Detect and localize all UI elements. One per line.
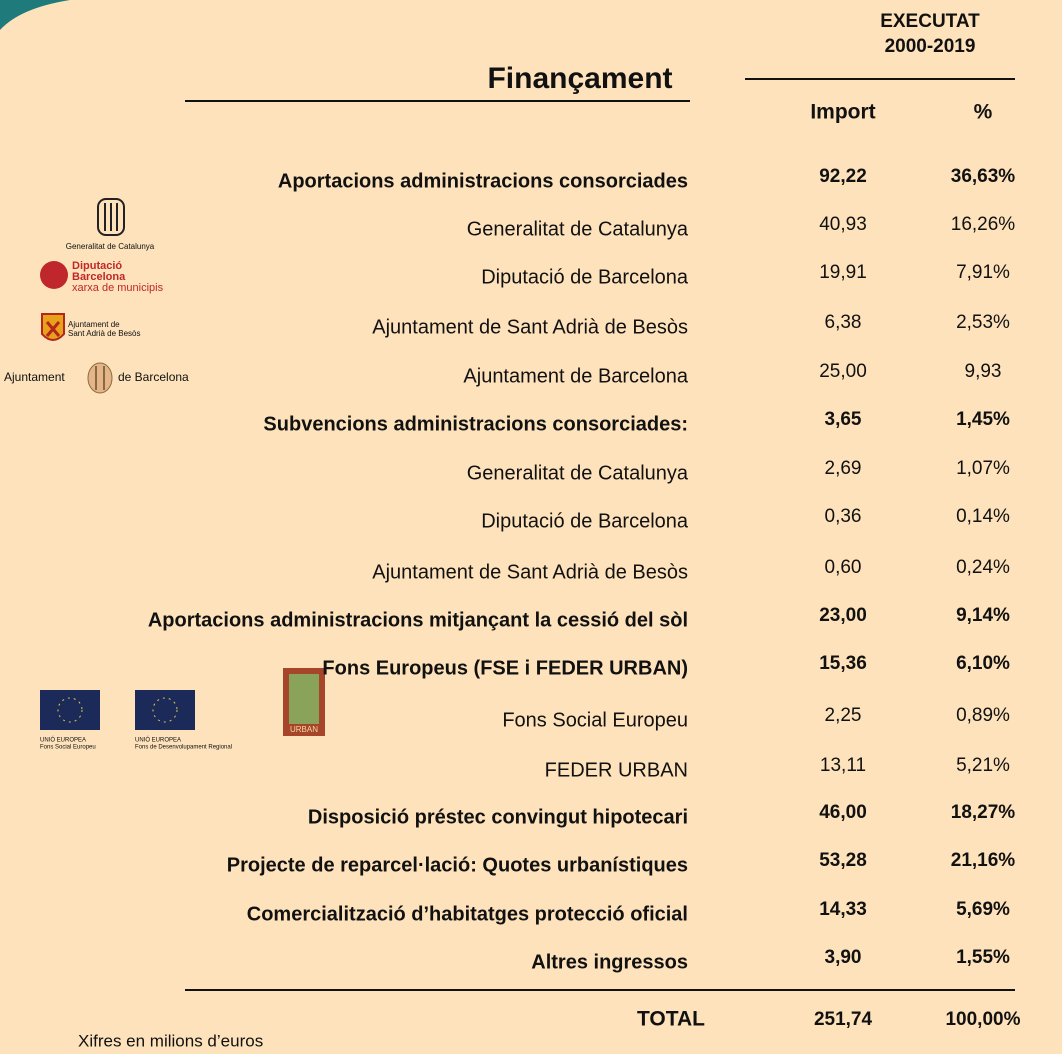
row-import: 25,00 [819, 361, 867, 382]
row-import: 53,28 [819, 850, 867, 871]
row-pct: 9,93 [965, 361, 1002, 382]
row-label: Fons Social Europeu [502, 709, 688, 731]
row-label: Diputació de Barcelona [481, 266, 689, 288]
row-import: 14,33 [819, 899, 867, 920]
total-pct: 100,00% [945, 1009, 1020, 1030]
row-import: 0,60 [825, 557, 862, 578]
row-pct: 1,45% [956, 409, 1010, 430]
row-pct: 18,27% [951, 802, 1016, 823]
row-label: Projecte de reparcel·lació: Quotes urban… [227, 854, 688, 876]
row-pct: 0,14% [956, 506, 1010, 527]
row-label: Ajuntament de Barcelona [463, 365, 688, 387]
total-import: 251,74 [814, 1009, 873, 1030]
row-pct: 16,26% [951, 214, 1016, 235]
logo-text: Diputació [72, 260, 122, 272]
row-label: Altres ingressos [531, 951, 688, 973]
logo-text: Ajuntament de [68, 320, 120, 329]
row-import: 40,93 [819, 214, 867, 235]
row-import: 92,22 [819, 166, 867, 187]
row-label: Ajuntament de Sant Adrià de Besòs [372, 316, 688, 338]
logo-text: de Barcelona [118, 370, 189, 384]
logo-text: Fons Social Europeu [40, 745, 96, 751]
logo-text: Sant Adrià de Besòs [68, 329, 141, 338]
logo-text: Barcelona [72, 271, 126, 283]
row-import: 6,38 [825, 312, 862, 333]
row-pct: 21,16% [951, 850, 1016, 871]
row-import: 2,69 [825, 458, 862, 479]
logo-fse: UNIÓ EUROPEA Fons Social Europeu [40, 690, 100, 751]
row-import: 3,65 [825, 409, 862, 430]
logo-text: Ajuntament [4, 370, 65, 384]
row-pct: 5,21% [956, 755, 1010, 776]
logo-text: Fons de Desenvolupament Regional [135, 745, 232, 751]
corner-decoration [0, 0, 70, 30]
row-import: 23,00 [819, 605, 867, 626]
footer-note: Xifres en milions d’euros [78, 1031, 263, 1050]
row-import: 3,90 [825, 947, 862, 968]
row-pct: 5,69% [956, 899, 1010, 920]
row-label: FEDER URBAN [545, 759, 688, 781]
row-label: Subvencions administracions consorciades… [263, 413, 688, 435]
row-label: Fons Europeus (FSE i FEDER URBAN) [322, 657, 688, 679]
row-pct: 1,07% [956, 458, 1010, 479]
row-import: 0,36 [825, 506, 862, 527]
period-label: EXECUTAT [880, 11, 980, 32]
row-label: Comercialització d’habitatges protecció … [247, 903, 688, 925]
row-import: 2,25 [825, 705, 862, 726]
logo-text: xarxa de municipis [72, 282, 164, 294]
row-label: Disposició préstec convingut hipotecari [308, 806, 688, 828]
row-import: 15,36 [819, 653, 867, 674]
row-pct: 1,55% [956, 947, 1010, 968]
logo-text: URBAN [290, 725, 318, 734]
logo-text: UNIÓ EUROPEA [40, 737, 86, 744]
row-pct: 36,63% [951, 166, 1016, 187]
row-label: Generalitat de Catalunya [467, 462, 689, 484]
row-label: Diputació de Barcelona [481, 510, 689, 532]
row-label: Aportacions administracions mitjançant l… [148, 609, 688, 631]
logo-text: UNIÓ EUROPEA [135, 737, 181, 744]
row-label: Aportacions administracions consorciades [278, 170, 688, 192]
row-label: Ajuntament de Sant Adrià de Besòs [372, 561, 688, 583]
row-pct: 0,89% [956, 705, 1010, 726]
logo-barcelona: Ajuntament de Barcelona [4, 362, 189, 394]
row-pct: 0,24% [956, 557, 1010, 578]
row-pct: 2,53% [956, 312, 1010, 333]
total-label: TOTAL [637, 1008, 705, 1031]
row-import: 13,11 [820, 755, 866, 776]
logo-generalitat: Generalitat de Catalunya [66, 198, 155, 251]
logo-text: Generalitat de Catalunya [66, 242, 155, 251]
row-pct: 9,14% [956, 605, 1010, 626]
logo-feder: UNIÓ EUROPEA Fons de Desenvolupament Reg… [135, 690, 232, 751]
column-header: Import [810, 101, 875, 124]
logo-urban: URBAN [283, 668, 325, 736]
title: Finançament [487, 62, 672, 95]
period: 2000-2019 [885, 36, 976, 57]
column-header: % [974, 101, 993, 124]
row-pct: 7,91% [956, 262, 1010, 283]
logo-sant-adria: Ajuntament de Sant Adrià de Besòs [41, 313, 141, 341]
row-label: Generalitat de Catalunya [467, 218, 689, 240]
row-import: 46,00 [819, 802, 867, 823]
row-import: 19,91 [819, 262, 867, 283]
logo-diputacio: Diputació Barcelona xarxa de municipis [40, 260, 164, 294]
row-pct: 6,10% [956, 653, 1010, 674]
